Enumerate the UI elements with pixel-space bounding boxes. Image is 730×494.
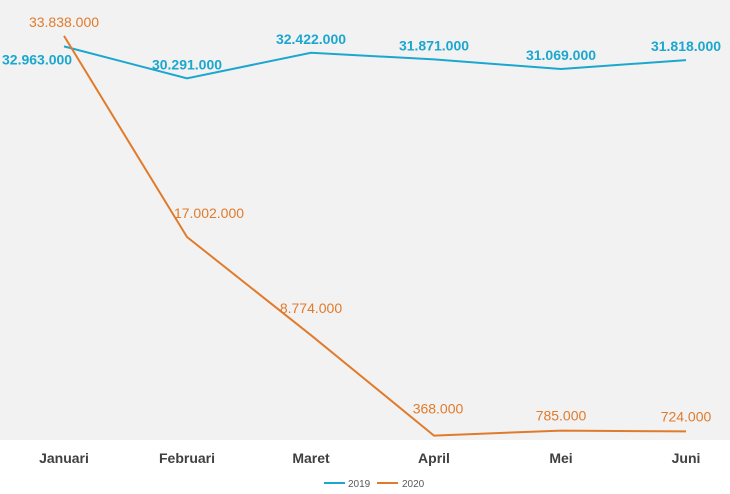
series-2019: 32.963.000 30.291.000 32.422.000 31.871.… [2, 31, 721, 80]
data-label-2020: 33.838.000 [29, 14, 99, 30]
data-label-2019: 31.069.000 [526, 47, 596, 63]
x-tick-label: Mei [549, 450, 572, 466]
data-label-2019: 32.963.000 [2, 51, 72, 67]
plot-area [0, 0, 730, 440]
series-2019-line [63, 45, 687, 80]
data-label-2019: 32.422.000 [276, 31, 346, 47]
x-tick-label: Januari [39, 450, 89, 466]
data-label-2019: 31.818.000 [651, 38, 721, 54]
series-2020: 33.838.000 17.002.000 8.774.000 368.000 … [29, 14, 712, 437]
data-label-2020: 724.000 [661, 408, 712, 424]
data-label-2020: 8.774.000 [280, 300, 342, 316]
series-2020-line [63, 35, 687, 437]
legend-label-2019: 2019 [348, 479, 371, 490]
x-tick-label: Februari [159, 450, 215, 466]
data-label-2020: 368.000 [413, 401, 464, 417]
data-label-2020: 17.002.000 [174, 205, 244, 221]
x-tick-label: April [418, 450, 450, 466]
x-tick-label: Juni [672, 450, 701, 466]
data-label-2019: 30.291.000 [152, 56, 222, 72]
data-label-2019: 31.871.000 [399, 37, 469, 53]
legend-label-2020: 2020 [402, 479, 425, 490]
x-tick-label: Maret [292, 450, 330, 466]
data-label-2020: 785.000 [536, 408, 587, 424]
legend: 2019 2020 [324, 479, 425, 490]
x-axis: Januari Februari Maret April Mei Juni [39, 450, 700, 466]
